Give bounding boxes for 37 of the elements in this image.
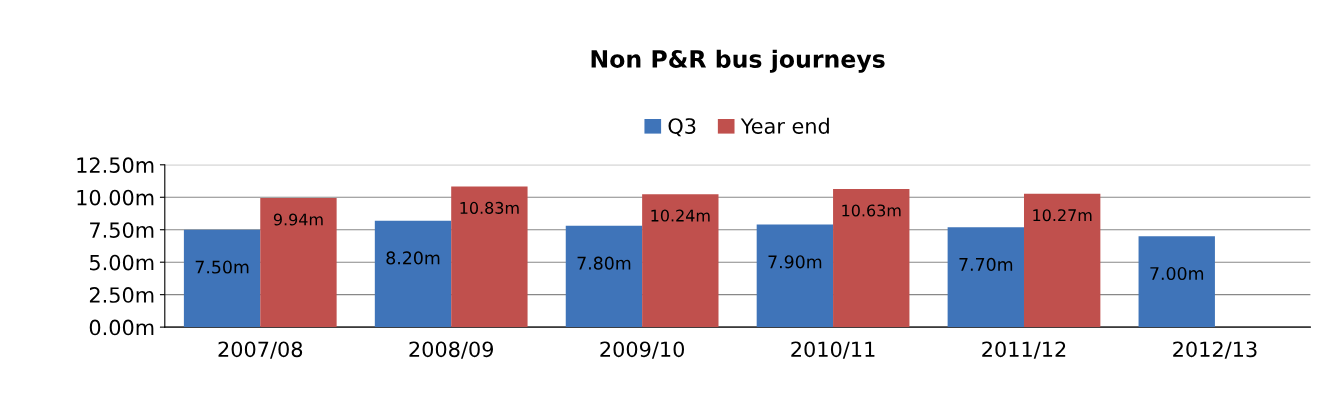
x-tick-label: 2007/08 [218, 341, 303, 359]
bar [565, 225, 643, 328]
bar [260, 198, 337, 328]
bar [1023, 193, 1101, 328]
chart-title: Non P&R bus journeys [591, 49, 885, 73]
data-label: 7.50m [195, 260, 249, 274]
y-tick-label: 2.50m [89, 287, 154, 303]
bar [833, 189, 910, 328]
bar [1138, 236, 1215, 328]
data-label: 7.70m [959, 257, 1013, 271]
x-tick-label: 2011/12 [982, 341, 1066, 359]
x-tick-label: 2008/09 [409, 341, 493, 359]
legend-label: Q3 [668, 118, 696, 137]
data-label: 7.00m [1150, 266, 1204, 281]
data-label: 9.94m [273, 213, 323, 226]
data-label: 10.63m [842, 204, 901, 217]
bar [756, 224, 834, 328]
bar [947, 227, 1024, 328]
y-tick-label: 12.50m [77, 157, 154, 174]
y-tick-label: 5.00m [90, 254, 154, 271]
data-label: 10.24m [651, 209, 710, 222]
bar [374, 220, 452, 328]
data-label: 7.80m [577, 256, 631, 270]
data-label: 8.20m [386, 251, 440, 265]
x-tick-label: 2009/10 [600, 341, 685, 359]
x-tick-label: 2010/11 [791, 341, 875, 359]
bar [451, 186, 528, 328]
y-tick-label: 7.50m [90, 222, 154, 238]
data-label: 10.83m [460, 201, 519, 214]
legend-label: Year end [740, 117, 829, 134]
data-label: 7.90m [768, 255, 822, 269]
x-tick-label: 2012/13 [1173, 341, 1257, 359]
bar [183, 229, 261, 328]
y-tick-label: 10.00m [77, 189, 154, 206]
data-label: 10.27m [1033, 209, 1092, 222]
bar [642, 194, 719, 328]
y-tick-label: 0.00m [89, 319, 154, 336]
